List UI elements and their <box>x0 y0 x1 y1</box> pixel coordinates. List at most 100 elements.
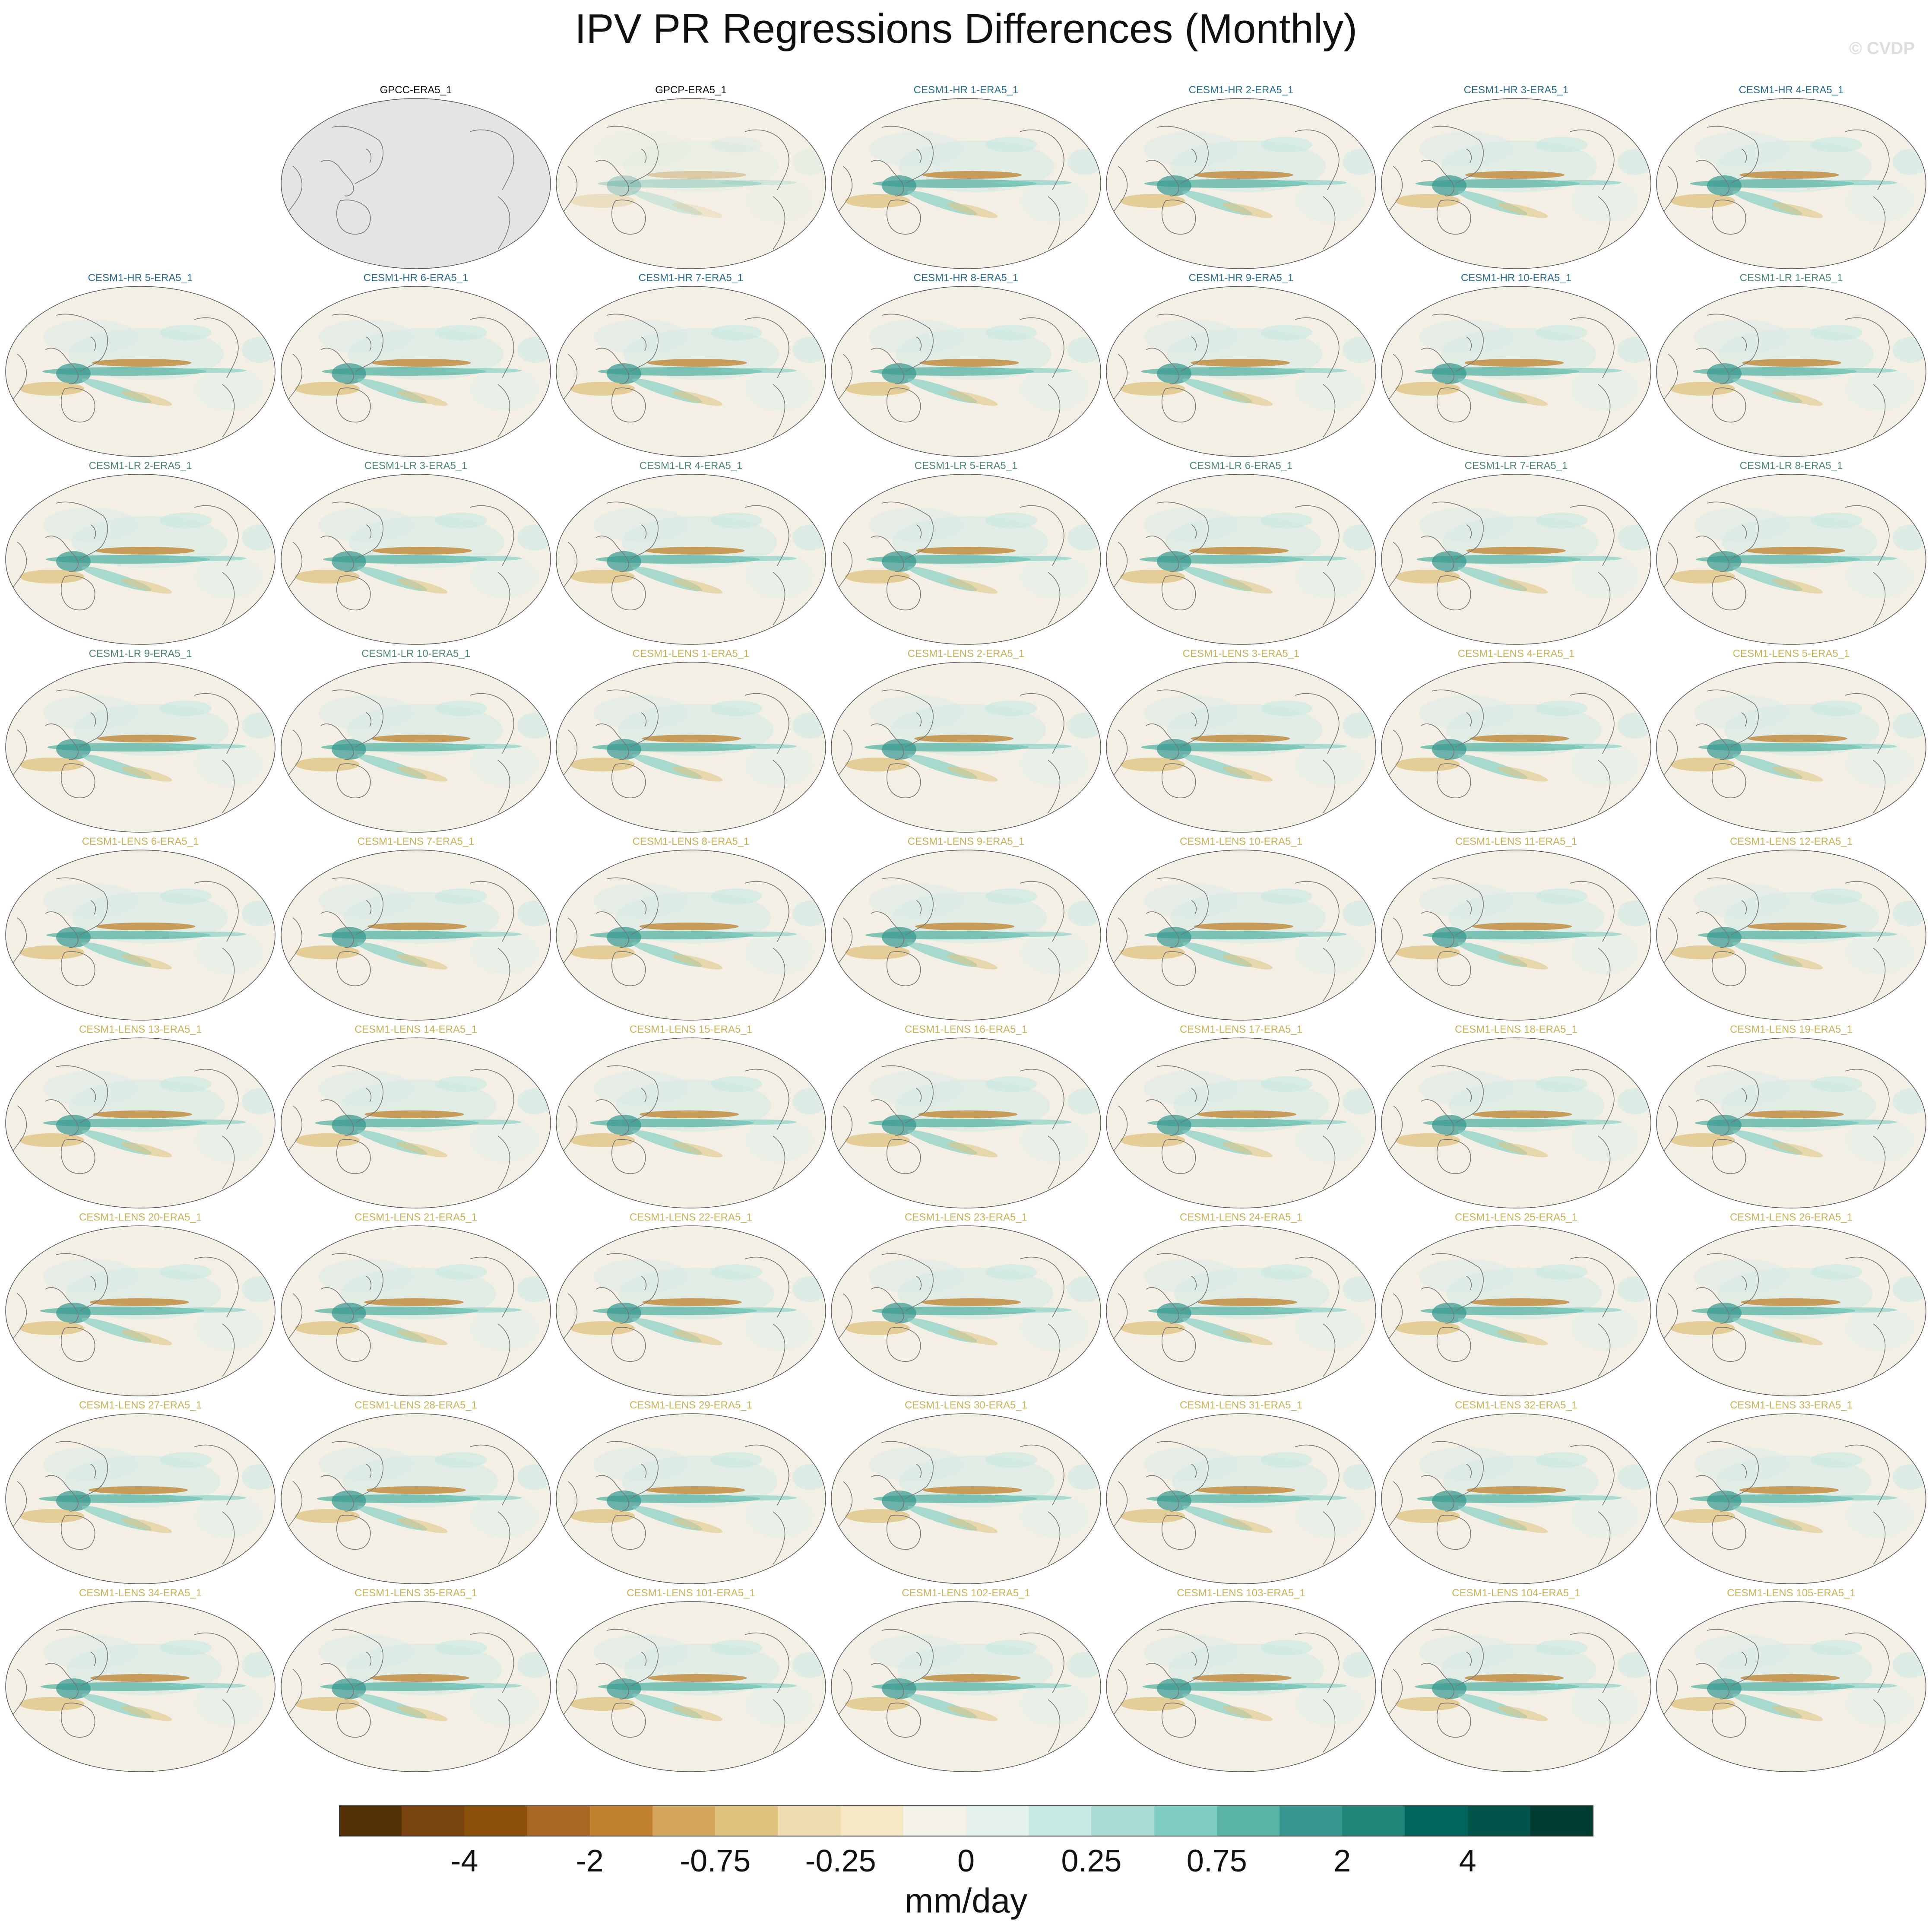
colorbar-swatch <box>715 1805 779 1836</box>
map-panel: CESM1-LENS 104-ERA5_1 <box>1380 1587 1652 1773</box>
regression-map <box>281 1413 551 1584</box>
map-panel: CESM1-LENS 13-ERA5_1 <box>4 1024 276 1209</box>
map-panel: CESM1-LR 10-ERA5_1 <box>280 648 552 834</box>
regression-map <box>556 1225 826 1396</box>
regression-map <box>1106 850 1376 1021</box>
map-panel: CESM1-LENS 25-ERA5_1 <box>1380 1212 1652 1397</box>
regression-map <box>1381 850 1651 1021</box>
regression-map <box>831 286 1101 457</box>
regression-map <box>1656 286 1926 457</box>
map-panel-label: CESM1-LENS 28-ERA5_1 <box>354 1399 478 1411</box>
map-panel-label: CESM1-HR 4-ERA5_1 <box>1739 84 1844 96</box>
map-panel-label: CESM1-LR 4-ERA5_1 <box>639 460 743 472</box>
map-panel: CESM1-LENS 10-ERA5_1 <box>1105 836 1377 1021</box>
map-panel-label: CESM1-LENS 27-ERA5_1 <box>79 1399 202 1411</box>
map-panel: CESM1-LENS 26-ERA5_1 <box>1655 1212 1927 1397</box>
map-panel: CESM1-HR 9-ERA5_1 <box>1105 272 1377 458</box>
map-panel: CESM1-LENS 30-ERA5_1 <box>830 1399 1102 1585</box>
map-panel: CESM1-LENS 12-ERA5_1 <box>1655 836 1927 1021</box>
colorbar-tick-label: 0 <box>957 1844 975 1878</box>
regression-map <box>5 286 276 457</box>
colorbar-swatch <box>1342 1805 1406 1836</box>
regression-map <box>1106 1601 1376 1772</box>
map-panel-label: CESM1-LENS 11-ERA5_1 <box>1455 836 1577 847</box>
regression-map <box>556 662 826 833</box>
colorbar-tick-label: -4 <box>450 1844 478 1878</box>
regression-map <box>1381 1601 1651 1772</box>
map-panel: CESM1-HR 8-ERA5_1 <box>830 272 1102 458</box>
regression-map <box>831 850 1101 1021</box>
map-panel: GPCC-ERA5_1 <box>280 84 552 270</box>
regression-map <box>1656 662 1926 833</box>
regression-map <box>1106 286 1376 457</box>
map-panel: CESM1-LENS 4-ERA5_1 <box>1380 648 1652 834</box>
regression-map <box>1106 98 1376 269</box>
map-panel-label: CESM1-LENS 1-ERA5_1 <box>632 648 750 660</box>
map-panel-label: CESM1-LENS 25-ERA5_1 <box>1454 1212 1578 1223</box>
map-panel-label: CESM1-HR 1-ERA5_1 <box>913 84 1019 96</box>
map-panel: CESM1-LENS 102-ERA5_1 <box>830 1587 1102 1773</box>
map-panel: CESM1-LENS 22-ERA5_1 <box>555 1212 827 1397</box>
colorbar-swatch <box>464 1805 528 1836</box>
map-panel: CESM1-LENS 35-ERA5_1 <box>280 1587 552 1773</box>
map-panel-label: CESM1-LENS 24-ERA5_1 <box>1179 1212 1303 1223</box>
regression-map <box>5 1037 276 1208</box>
regression-map <box>1656 850 1926 1021</box>
colorbar-tick-label: -2 <box>576 1844 604 1878</box>
regression-map <box>831 662 1101 833</box>
map-panel: CESM1-LR 5-ERA5_1 <box>830 460 1102 646</box>
map-panel-label: CESM1-LENS 15-ERA5_1 <box>629 1024 753 1035</box>
regression-map <box>1106 474 1376 645</box>
regression-map <box>281 98 551 269</box>
map-panel-label: CESM1-HR 3-ERA5_1 <box>1463 84 1569 96</box>
map-panel: CESM1-LENS 103-ERA5_1 <box>1105 1587 1377 1773</box>
map-panel-label: CESM1-LENS 30-ERA5_1 <box>904 1399 1028 1411</box>
regression-map <box>281 662 551 833</box>
map-panel-label: CESM1-LR 9-ERA5_1 <box>89 648 192 660</box>
colorbar-swatch <box>840 1805 904 1836</box>
map-panel: CESM1-LENS 29-ERA5_1 <box>555 1399 827 1585</box>
map-panel-label: CESM1-LENS 16-ERA5_1 <box>904 1024 1028 1035</box>
regression-map <box>281 1037 551 1208</box>
map-panel: CESM1-HR 1-ERA5_1 <box>830 84 1102 270</box>
regression-map <box>556 286 826 457</box>
map-panel-label: CESM1-LENS 35-ERA5_1 <box>354 1587 478 1599</box>
map-panel: GPCP-ERA5_1 <box>555 84 827 270</box>
map-panel: CESM1-LENS 32-ERA5_1 <box>1380 1399 1652 1585</box>
map-panel-label: CESM1-LENS 2-ERA5_1 <box>907 648 1025 660</box>
map-panel: CESM1-HR 6-ERA5_1 <box>280 272 552 458</box>
regression-map <box>556 474 826 645</box>
map-panel-label: CESM1-LENS 14-ERA5_1 <box>354 1024 478 1035</box>
regression-map <box>1381 1225 1651 1396</box>
map-panel: CESM1-LR 7-ERA5_1 <box>1380 460 1652 646</box>
colorbar-swatch <box>1280 1805 1343 1836</box>
map-panel: CESM1-LENS 6-ERA5_1 <box>4 836 276 1021</box>
map-panel-label: CESM1-LENS 34-ERA5_1 <box>79 1587 202 1599</box>
colorbar-swatch <box>527 1805 590 1836</box>
regression-map <box>1656 1225 1926 1396</box>
regression-map <box>1656 98 1926 269</box>
map-panel-label: GPCP-ERA5_1 <box>655 84 727 96</box>
regression-map <box>1381 474 1651 645</box>
map-panel-label: CESM1-LR 2-ERA5_1 <box>89 460 192 472</box>
map-panel-label: CESM1-LENS 104-ERA5_1 <box>1452 1587 1580 1599</box>
regression-map <box>281 286 551 457</box>
map-panel-label: CESM1-LENS 103-ERA5_1 <box>1177 1587 1305 1599</box>
colorbar-swatch <box>966 1805 1029 1836</box>
regression-map <box>556 98 826 269</box>
colorbar-swatch <box>1029 1805 1092 1836</box>
regression-map <box>281 1601 551 1772</box>
colorbar-tick-label: 0.75 <box>1186 1844 1247 1878</box>
map-panel-label: CESM1-LENS 7-ERA5_1 <box>357 836 475 847</box>
map-panel: CESM1-LENS 105-ERA5_1 <box>1655 1587 1927 1773</box>
map-panel-label: CESM1-LR 7-ERA5_1 <box>1464 460 1568 472</box>
cvdp-watermark: © CVDP <box>1849 39 1915 58</box>
colorbar-tick-label: 2 <box>1333 1844 1351 1878</box>
regression-map <box>1656 1413 1926 1584</box>
regression-map <box>831 1225 1101 1396</box>
regression-map <box>1106 1225 1376 1396</box>
colorbar-swatch <box>402 1805 465 1836</box>
map-panel-label: CESM1-HR 10-ERA5_1 <box>1460 272 1572 284</box>
map-panel-label: CESM1-LR 6-ERA5_1 <box>1189 460 1293 472</box>
map-panel: CESM1-LENS 23-ERA5_1 <box>830 1212 1102 1397</box>
